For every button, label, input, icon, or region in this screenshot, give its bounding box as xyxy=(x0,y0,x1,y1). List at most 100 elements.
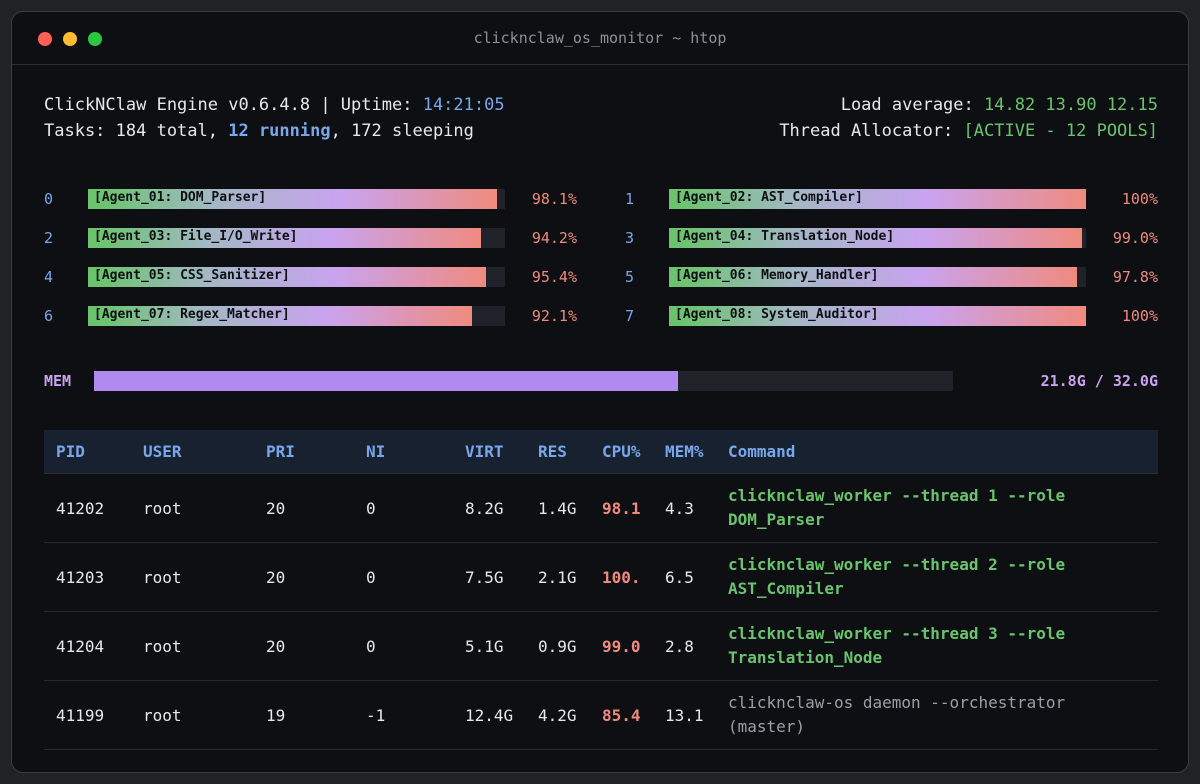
cpu-index: 1 xyxy=(625,190,635,208)
cpu-agent-label: [Agent_03: File_I/O_Write] xyxy=(94,229,298,244)
cell-cpu: 98.1 xyxy=(602,498,641,518)
table-body: 41202 root 20 0 8.2G 1.4G 98.1 4.3 clickncl​aw_w… xyxy=(44,474,1158,750)
cpu-index: 0 xyxy=(44,190,54,208)
mem-label: MEM xyxy=(44,372,72,390)
memory-meter: MEM 21.8G / 32.0G xyxy=(44,370,1158,392)
col-header-virt[interactable]: VIRT xyxy=(465,442,504,461)
window-title: clickncl​aw_os_monitor ~ htop xyxy=(473,29,727,47)
cpu-bar-fill xyxy=(88,267,486,287)
col-header-res[interactable]: RES xyxy=(538,442,567,461)
minimize-window-button[interactable] xyxy=(63,32,77,46)
process-table: PID USER PRI NI VIRT RES CPU% MEM% Command 41202… xyxy=(44,430,1158,750)
cpu-agent-label: [Agent_02: AST_Compiler] xyxy=(675,190,863,205)
cell-pid: 41204 xyxy=(56,636,105,656)
cpu-index: 5 xyxy=(625,268,635,286)
cell-command: clickncl​aw-os daemon --orchestrator (mas… xyxy=(728,693,1066,736)
table-header: PID USER PRI NI VIRT RES CPU% MEM% Command xyxy=(44,430,1158,474)
cell-virt: 7.5G xyxy=(465,567,504,587)
mem-value: 21.8G / 32.0G xyxy=(1040,372,1158,390)
cell-pri: 20 xyxy=(266,567,286,587)
cell-virt: 5.1G xyxy=(465,636,504,656)
cpu-percent: 92.1% xyxy=(531,307,577,325)
cell-mem: 2.8 xyxy=(665,636,694,656)
cpu-index: 3 xyxy=(625,229,635,247)
cell-ni: -1 xyxy=(366,705,386,725)
cell-ni: 0 xyxy=(366,498,376,518)
cpu-bar-track: [Agent_01: DOM_Parser] xyxy=(88,189,505,209)
close-window-button[interactable] xyxy=(38,32,52,46)
cpu-percent: 94.2% xyxy=(531,229,577,247)
cell-pid: 41202 xyxy=(56,498,105,518)
cpu-bar-track: [Agent_06: Memory_Handler] xyxy=(669,267,1086,287)
cpu-bar-track: [Agent_04: Translation_Node] xyxy=(669,228,1086,248)
cell-user: root xyxy=(143,705,182,725)
terminal-window: clickncl​aw_os_monitor ~ htop ClickNClaw… xyxy=(11,11,1189,773)
col-header-command[interactable]: Command xyxy=(728,441,796,461)
table-row[interactable]: 41204 root 20 0 5.1G 0.9G 99.0 2.8 clickncl​aw_w… xyxy=(44,612,1158,681)
cell-res: 4.2G xyxy=(538,705,577,725)
cpu-percent: 95.4% xyxy=(531,268,577,286)
cpu-index: 6 xyxy=(44,307,54,325)
cpu-meter-4: 4 [Agent_05: CSS_Sanitizer] 95.4% xyxy=(44,266,577,288)
col-header-mem[interactable]: MEM% xyxy=(665,442,704,461)
thread-allocator: Thread Allocator: [ACTIVE - 12 POOLS] xyxy=(779,121,1158,141)
window-controls xyxy=(38,32,102,46)
cpu-bar-fill xyxy=(88,306,473,326)
header-row-1: ClickNClaw Engine v0.6.4.8 | Uptime: 14:… xyxy=(44,92,1158,118)
uptime-value: 14:21:05 xyxy=(422,95,505,115)
cell-cpu: 100. xyxy=(602,567,641,587)
cell-res: 0.9G xyxy=(538,636,577,656)
cell-res: 1.4G xyxy=(538,498,577,518)
cpu-bar-fill xyxy=(669,267,1077,287)
cpu-index: 7 xyxy=(625,307,635,325)
col-header-pid[interactable]: PID xyxy=(56,442,85,461)
table-row[interactable]: 41202 root 20 0 8.2G 1.4G 98.1 4.3 clickncl​aw_w… xyxy=(44,474,1158,543)
cell-user: root xyxy=(143,567,182,587)
cpu-percent: 98.1% xyxy=(531,190,577,208)
cell-ni: 0 xyxy=(366,636,376,656)
title-bar: clickncl​aw_os_monitor ~ htop xyxy=(12,12,1188,65)
cpu-bar-fill xyxy=(669,306,1086,326)
cell-pri: 20 xyxy=(266,636,286,656)
cpu-percent: 97.8% xyxy=(1112,268,1158,286)
cpu-agent-label: [Agent_04: Translation_Node] xyxy=(675,229,895,244)
cpu-bar-track: [Agent_02: AST_Compiler] xyxy=(669,189,1086,209)
cpu-agent-label: [Agent_07: Regex_Matcher] xyxy=(94,307,290,322)
col-header-cpu[interactable]: CPU% xyxy=(602,442,641,461)
cell-virt: 8.2G xyxy=(465,498,504,518)
cell-ni: 0 xyxy=(366,567,376,587)
cpu-percent: 100% xyxy=(1121,307,1158,325)
load-values: 14.82 13.90 12.15 xyxy=(984,95,1158,115)
cpu-meter-6: 6 [Agent_07: Regex_Matcher] 92.1% xyxy=(44,305,577,327)
cpu-agent-label: [Agent_08: System_Auditor] xyxy=(675,307,879,322)
mem-bar-fill xyxy=(94,371,679,391)
cell-virt: 12.4G xyxy=(465,705,514,725)
cell-user: root xyxy=(143,636,182,656)
cpu-meter-2: 2 [Agent_03: File_I/O_Write] 94.2% xyxy=(44,227,577,249)
cell-command: clickncl​aw_worker --thread 3 --role Tran… xyxy=(728,624,1066,667)
cell-pid: 41203 xyxy=(56,567,105,587)
cell-cpu: 85.4 xyxy=(602,705,641,725)
col-header-user[interactable]: USER xyxy=(143,442,182,461)
col-header-pri[interactable]: PRI xyxy=(266,442,295,461)
cell-res: 2.1G xyxy=(538,567,577,587)
table-row[interactable]: 41203 root 20 0 7.5G 2.1G 100. 6.5 clickncl​aw_w… xyxy=(44,543,1158,612)
mem-bar-track xyxy=(94,371,953,391)
cell-command: clickncl​aw_worker --thread 1 --role DOM_… xyxy=(728,486,1066,529)
cpu-bar-fill xyxy=(88,228,481,248)
htop-content: ClickNClaw Engine v0.6.4.8 | Uptime: 14:… xyxy=(44,92,1158,750)
cpu-bar-track: [Agent_08: System_Auditor] xyxy=(669,306,1086,326)
cpu-meter-3: 3 [Agent_04: Translation_Node] 99.0% xyxy=(625,227,1158,249)
tasks-summary: Tasks: 184 total, 12 running, 172 sleepi… xyxy=(44,121,474,141)
maximize-window-button[interactable] xyxy=(88,32,102,46)
cpu-meter-7: 7 [Agent_08: System_Auditor] 100% xyxy=(625,305,1158,327)
cpu-agent-label: [Agent_06: Memory_Handler] xyxy=(675,268,879,283)
col-header-ni[interactable]: NI xyxy=(366,442,386,461)
tasks-running: 12 running xyxy=(228,121,331,141)
cell-mem: 4.3 xyxy=(665,498,694,518)
cpu-bar-track: [Agent_03: File_I/O_Write] xyxy=(88,228,505,248)
table-row[interactable]: 41199 root 19 -1 12.4G 4.2G 85.4 13.1 clickncl​a… xyxy=(44,681,1158,750)
cpu-bar-track: [Agent_05: CSS_Sanitizer] xyxy=(88,267,505,287)
cpu-bar-fill xyxy=(669,189,1086,209)
cell-user: root xyxy=(143,498,182,518)
